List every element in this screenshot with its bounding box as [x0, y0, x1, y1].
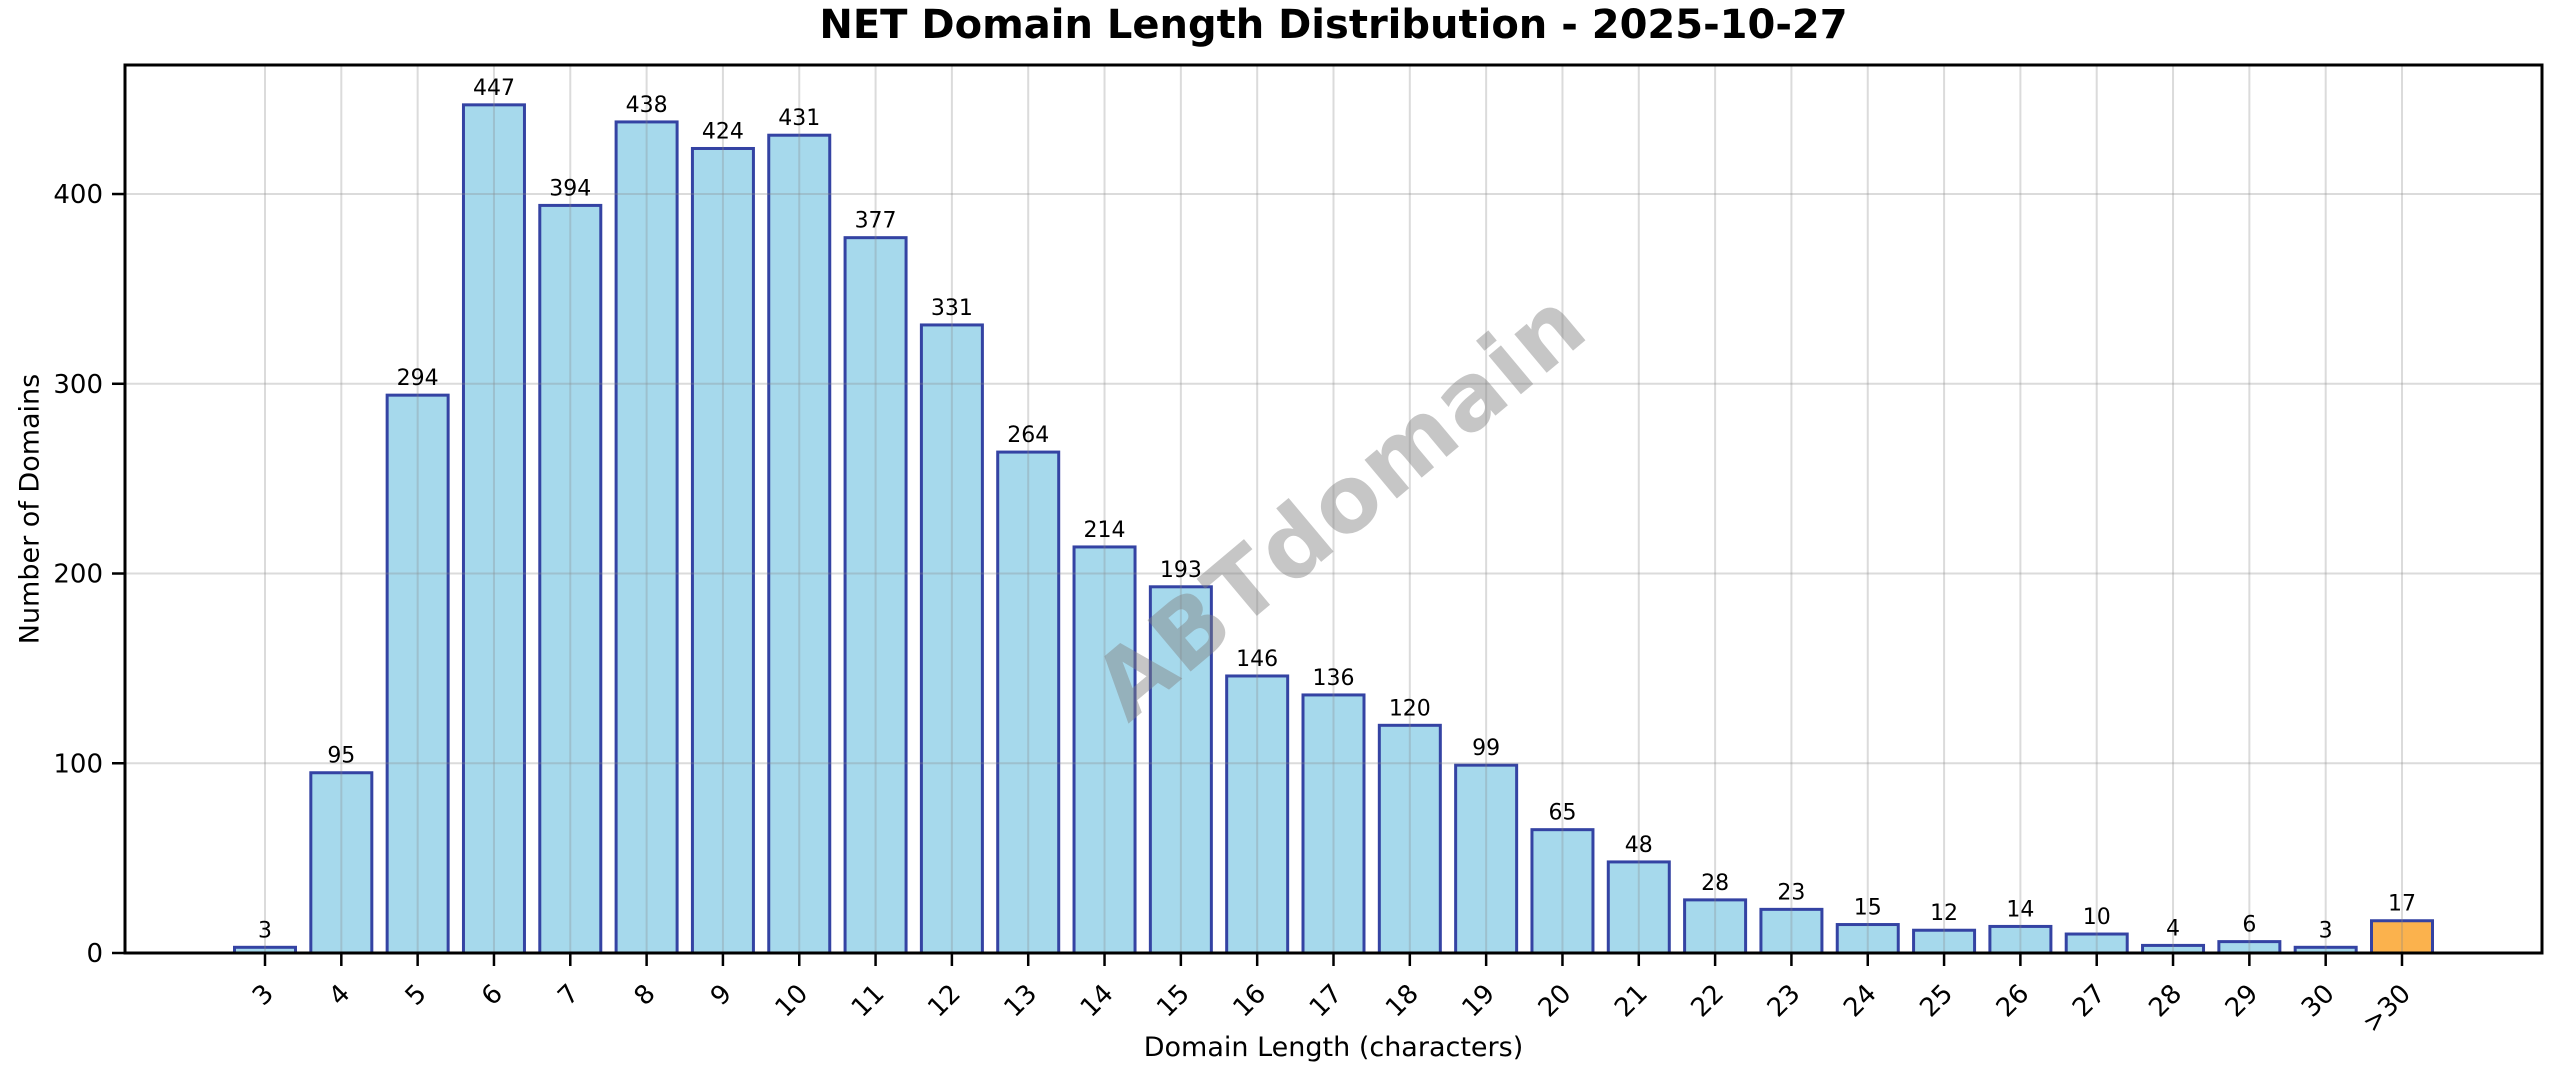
bar-value-label: 120 [1389, 696, 1431, 721]
bar [996, 450, 1061, 955]
bar-value-label: 294 [397, 366, 439, 391]
x-tick-label: 14 [1075, 979, 1120, 1024]
y-tick-label: 0 [86, 939, 103, 969]
bar [1835, 923, 1900, 955]
bar [1530, 828, 1595, 955]
bar-value-label: 193 [1160, 558, 1202, 583]
x-tick-label: 30 [2296, 979, 2341, 1024]
y-tick-label: 100 [53, 749, 103, 779]
x-tick-label: 28 [2143, 979, 2188, 1024]
bar-value-label: 48 [1625, 833, 1653, 858]
bar [1606, 860, 1671, 955]
bar-value-label: 424 [702, 119, 744, 144]
x-tick-label: 18 [1380, 979, 1425, 1024]
bar-value-label: 17 [2388, 892, 2416, 917]
bar [1759, 907, 1824, 955]
bar-value-label: 23 [1777, 880, 1805, 905]
bar-value-label: 214 [1084, 518, 1126, 543]
bar-value-label: 377 [855, 209, 897, 234]
bar-value-label: 438 [626, 93, 668, 118]
x-tick-label: 21 [1609, 979, 1654, 1024]
bar-value-label: 3 [258, 918, 272, 943]
x-tick-label: 10 [770, 979, 815, 1024]
bar-value-label: 431 [778, 106, 820, 131]
x-tick-label: 13 [999, 979, 1044, 1024]
x-tick-label: 3 [247, 979, 280, 1012]
bar-value-label: 28 [1701, 871, 1729, 896]
bar [385, 393, 450, 955]
x-tick-label: 29 [2220, 979, 2265, 1024]
x-tick-label: 19 [1456, 979, 1501, 1024]
bar-value-label: 12 [1930, 901, 1958, 926]
bar [1225, 674, 1290, 955]
bar-value-label: 3 [2319, 918, 2333, 943]
x-tick-label: 5 [400, 979, 433, 1012]
bar-value-label: 146 [1236, 647, 1278, 672]
bar [843, 236, 908, 955]
bar [461, 103, 526, 955]
x-tick-label: 8 [629, 979, 662, 1012]
x-tick-label: 26 [1991, 979, 2036, 1024]
bar-value-label: 6 [2242, 913, 2256, 938]
bar-value-label: 4 [2166, 916, 2180, 941]
chart-title: NET Domain Length Distribution - 2025-10… [819, 2, 1848, 48]
bar [309, 771, 374, 955]
y-tick-label: 300 [53, 370, 103, 400]
y-tick-label: 200 [53, 560, 103, 590]
x-axis-label: Domain Length (characters) [1143, 1032, 1524, 1063]
x-tick-label: 16 [1228, 979, 1273, 1024]
x-tick-label: 7 [552, 979, 585, 1012]
x-tick-label: 6 [476, 979, 509, 1012]
bar-highlight [2370, 919, 2434, 955]
bar-value-label: 331 [931, 296, 973, 321]
x-tick-label: 11 [846, 979, 891, 1024]
x-tick-label: 23 [1762, 979, 1807, 1024]
x-tick-label: 25 [1914, 979, 1959, 1024]
x-tick-label: 27 [2067, 979, 2112, 1024]
x-tick-label: 4 [323, 979, 356, 1012]
x-tick-label: 24 [1838, 979, 1883, 1024]
x-tick-label: 15 [1151, 979, 1196, 1024]
bar-value-label: 10 [2083, 905, 2111, 930]
bar-value-label: 136 [1313, 666, 1355, 691]
x-tick-label: 20 [1533, 979, 1578, 1024]
x-tick-label: 12 [922, 979, 967, 1024]
x-tick-label: 9 [705, 979, 738, 1012]
bar [614, 120, 679, 955]
bar-value-label: 447 [473, 76, 515, 101]
x-tick-label: 22 [1685, 979, 1730, 1024]
x-tick-label: 17 [1304, 979, 1349, 1024]
bar [1072, 545, 1137, 955]
bar-value-label: 65 [1548, 801, 1576, 826]
y-tick-label: 400 [53, 180, 103, 210]
x-tick-label: >30 [2357, 979, 2417, 1039]
bar-value-label: 15 [1854, 896, 1882, 921]
bar-value-label: 264 [1007, 423, 1049, 448]
bar-value-label: 99 [1472, 736, 1500, 761]
bar-value-label: 394 [549, 176, 591, 201]
bar-value-label: 95 [327, 744, 355, 769]
bar-value-label: 14 [2006, 897, 2034, 922]
